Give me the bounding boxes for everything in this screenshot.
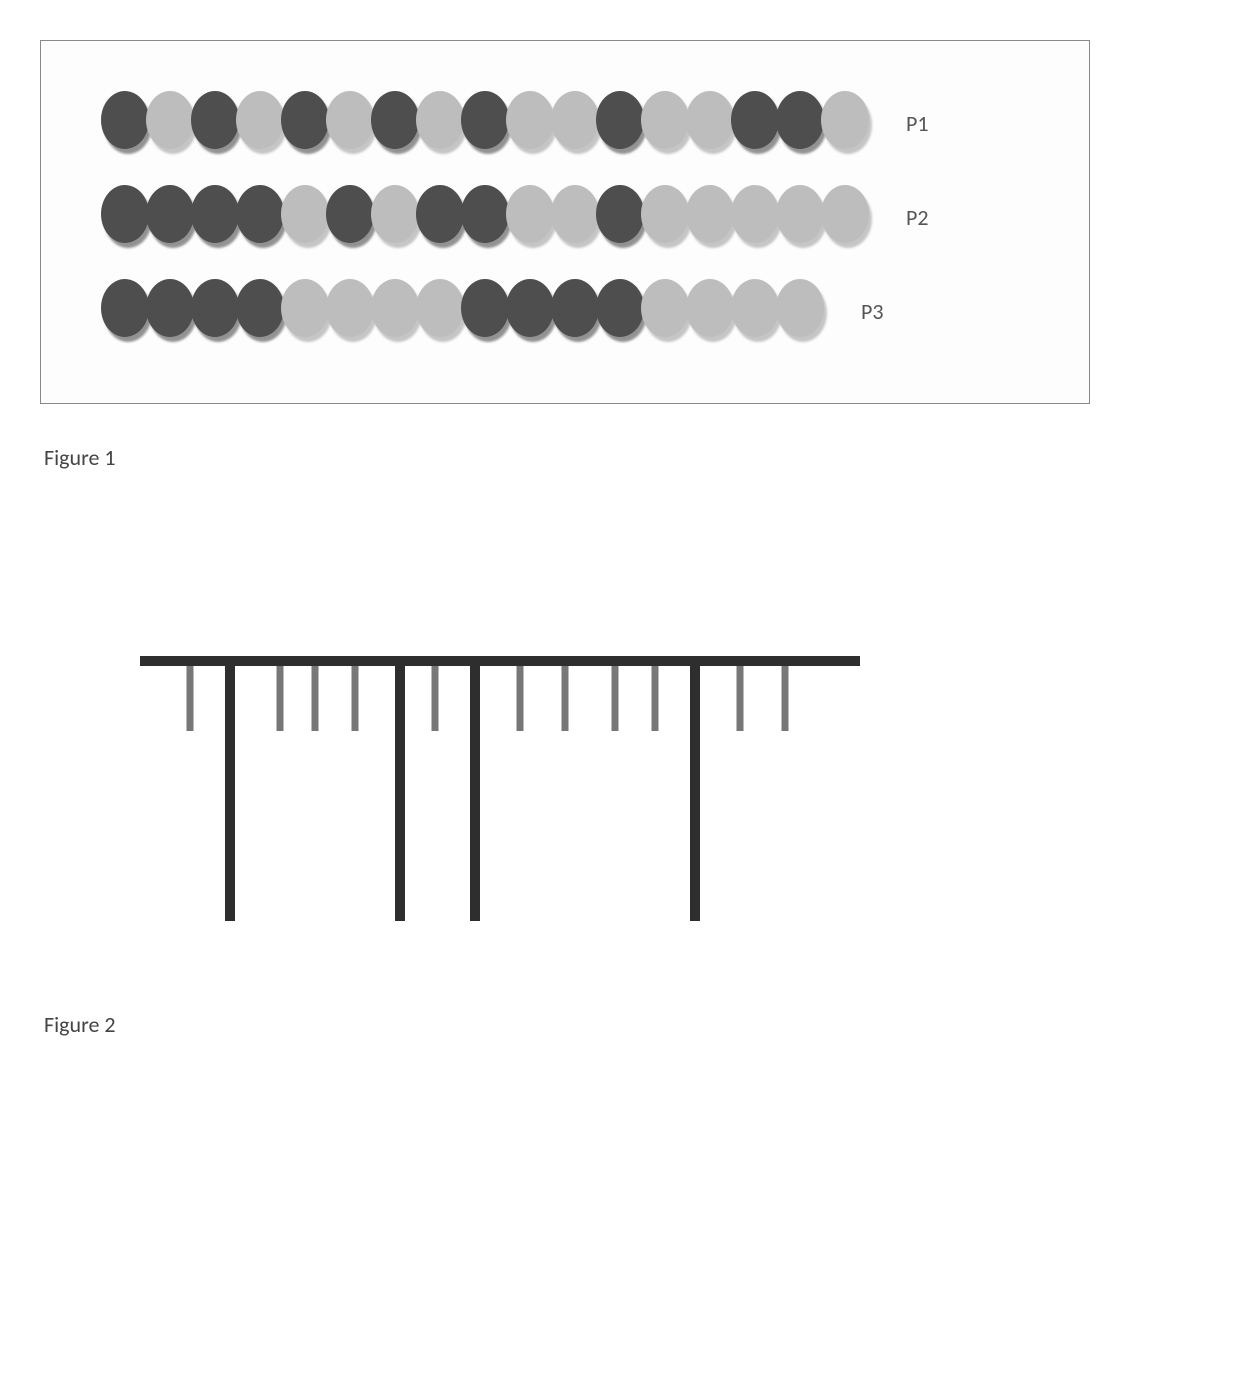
- bead-light: [821, 91, 873, 155]
- figure2-diagram: [120, 651, 880, 951]
- figure1-box: P1 P2 P3: [40, 40, 1090, 404]
- bead-row: P3: [101, 279, 1059, 343]
- figure2-caption: Figure 2: [44, 1011, 1200, 1038]
- row-label: P3: [861, 298, 884, 325]
- bead-row: P1: [101, 91, 1059, 155]
- bead-light: [821, 185, 873, 249]
- bead-strip: [101, 279, 821, 343]
- row-label: P2: [906, 204, 929, 231]
- figure1-caption: Figure 1: [44, 444, 1200, 471]
- bead-light: [776, 279, 828, 343]
- bead-strip: [101, 185, 866, 249]
- bead-strip: [101, 91, 866, 155]
- row-label: P1: [906, 110, 929, 137]
- bead-row: P2: [101, 185, 1059, 249]
